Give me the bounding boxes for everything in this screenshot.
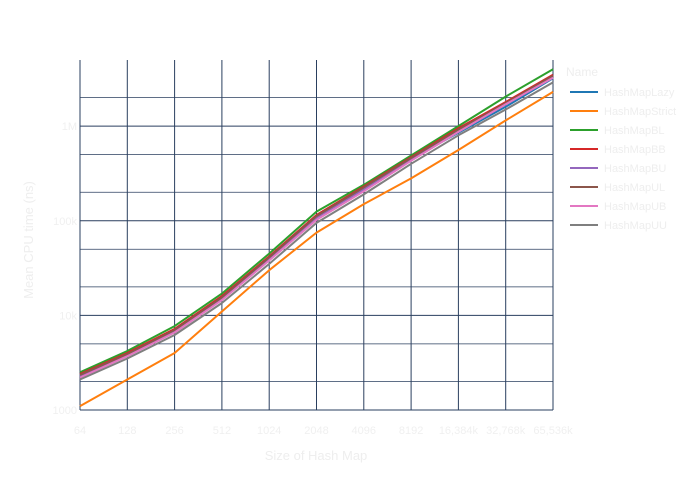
series-line-hashmapstrict xyxy=(79,91,554,407)
legend-item-hashmapbl[interactable]: HashMapBL xyxy=(570,125,665,137)
legend-label: HashMapUU xyxy=(604,220,667,232)
y-tick-label: 100k xyxy=(53,216,77,228)
series-line-hashmapul xyxy=(79,74,554,376)
y-tick-label: 1M xyxy=(62,121,77,133)
legend-label: HashMapBB xyxy=(604,144,666,156)
x-tick-label: 16,384k xyxy=(439,425,479,437)
legend-label: HashMapUL xyxy=(604,182,665,194)
legend-item-hashmapbb[interactable]: HashMapBB xyxy=(570,144,666,156)
legend-label: HashMapBU xyxy=(604,163,666,175)
legend-item-hashmapstrict[interactable]: HashMapStrict xyxy=(570,106,676,118)
x-tick-label: 512 xyxy=(213,425,231,437)
x-tick-label: 8192 xyxy=(399,425,423,437)
legend-label: HashMapStrict xyxy=(604,106,676,118)
legend-item-hashmapub[interactable]: HashMapUB xyxy=(570,201,666,213)
x-tick-label: 65,536k xyxy=(533,425,573,437)
y-tick-label: 1000 xyxy=(53,405,77,417)
series-line-hashmapub xyxy=(79,76,554,379)
major-gridlines xyxy=(79,60,554,411)
legend-item-hashmaplazy[interactable]: HashMapLazy xyxy=(570,87,675,99)
series-lines xyxy=(79,68,554,407)
legend[interactable]: Name HashMapLazy HashMapStrict HashMapBL Ha… xyxy=(566,65,676,232)
y-tick-labels: 1000 10k 100k 1M xyxy=(53,121,78,417)
legend-item-hashmapul[interactable]: HashMapUL xyxy=(570,182,665,194)
series-line-hashmapbl xyxy=(79,68,554,374)
x-tick-label: 4096 xyxy=(352,425,376,437)
x-tick-label: 64 xyxy=(74,425,86,437)
x-tick-label: 32,768k xyxy=(486,425,526,437)
legend-label: HashMapUB xyxy=(604,201,666,213)
legend-label: HashMapLazy xyxy=(604,87,675,99)
series-line-hashmapuu xyxy=(79,81,554,381)
x-tick-label: 2048 xyxy=(304,425,328,437)
x-tick-label: 1024 xyxy=(257,425,281,437)
x-tick-label: 128 xyxy=(118,425,136,437)
legend-item-hashmapuu[interactable]: HashMapUU xyxy=(570,220,667,232)
x-tick-label: 256 xyxy=(165,425,183,437)
y-tick-label: 10k xyxy=(59,310,77,322)
legend-item-hashmapbu[interactable]: HashMapBU xyxy=(570,163,666,175)
legend-title: Name xyxy=(566,65,598,79)
x-axis-title: Size of Hash Map xyxy=(265,448,368,463)
legend-label: HashMapBL xyxy=(604,125,665,137)
y-axis-title: Mean CPU time (ns) xyxy=(21,181,36,299)
x-tick-labels: 64 128 256 512 1024 2048 4096 8192 16,384k 32,768… xyxy=(74,425,573,437)
